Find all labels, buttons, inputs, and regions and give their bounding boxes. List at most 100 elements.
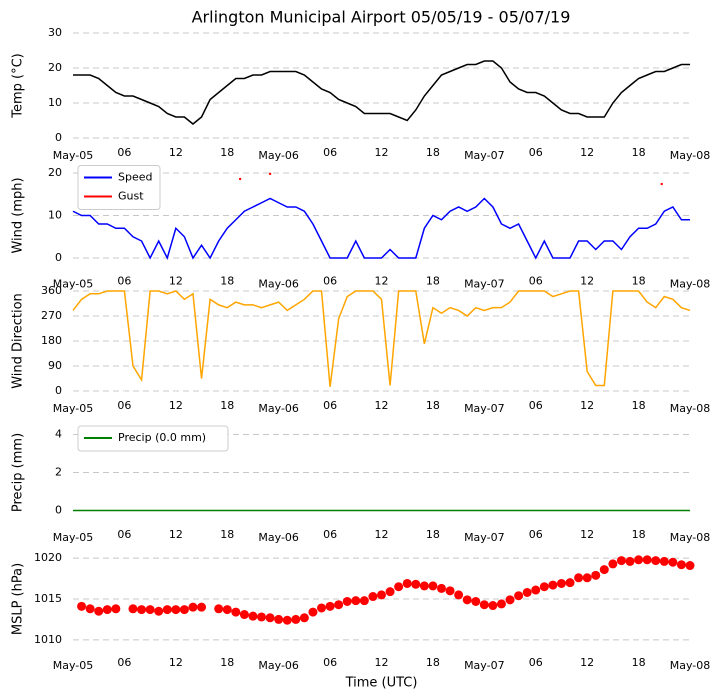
x-tick-label: May-05	[53, 659, 94, 672]
x-tick-label: 06	[323, 146, 337, 159]
data-dot	[634, 555, 644, 565]
y-tick-label: 0	[55, 504, 62, 517]
data-dot	[222, 605, 232, 615]
x-tick-label: May-08	[670, 402, 711, 415]
x-tick-label: 06	[529, 528, 543, 541]
data-dot	[102, 605, 112, 615]
x-tick-label: 18	[426, 656, 440, 669]
x-tick-label: 06	[529, 275, 543, 288]
x-axis-label: Time (UTC)	[345, 676, 418, 691]
x-tick-label: 06	[323, 275, 337, 288]
x-tick-label: May-08	[670, 278, 711, 291]
x-tick-label: 06	[117, 275, 131, 288]
x-tick-label: May-05	[53, 402, 94, 415]
data-dot	[154, 606, 164, 616]
data-dot	[599, 565, 609, 575]
data-point	[268, 172, 272, 176]
data-dot	[685, 561, 695, 571]
data-dot	[377, 590, 386, 600]
x-tick-label: 12	[375, 275, 389, 288]
data-dot	[488, 601, 498, 611]
y-axis-label: MSLP (hPa)	[11, 563, 26, 635]
y-tick-label: 1015	[34, 592, 62, 605]
data-dot	[317, 603, 327, 613]
y-tick-label: 0	[55, 131, 62, 144]
y-tick-label: 0	[55, 251, 62, 264]
x-tick-label: May-07	[464, 149, 505, 162]
y-tick-label: 180	[41, 334, 62, 347]
data-dot	[137, 605, 147, 615]
y-tick-label: 90	[48, 359, 62, 372]
x-tick-label: May-06	[258, 531, 299, 544]
x-tick-label: 06	[323, 528, 337, 541]
data-dot	[248, 611, 258, 621]
x-tick-label: 12	[580, 656, 594, 669]
x-tick-label: May-07	[464, 659, 505, 672]
x-tick-label: 18	[632, 528, 646, 541]
x-tick-label: 06	[529, 656, 543, 669]
data-dot	[651, 556, 661, 566]
y-tick-label: 10	[48, 209, 62, 222]
x-tick-label: May-05	[53, 149, 94, 162]
data-dot	[274, 614, 284, 624]
x-tick-label: 18	[426, 528, 440, 541]
data-dot	[505, 595, 515, 605]
x-tick-label: May-06	[258, 149, 299, 162]
x-tick-label: 18	[632, 275, 646, 288]
x-tick-label: May-06	[258, 278, 299, 291]
x-tick-label: 06	[117, 399, 131, 412]
data-dot	[565, 578, 575, 588]
x-tick-label: 18	[632, 146, 646, 159]
chart-title: Arlington Municipal Airport 05/05/19 - 0…	[192, 8, 571, 27]
data-dot	[394, 582, 404, 592]
data-dot	[616, 556, 626, 566]
x-tick-label: 12	[375, 146, 389, 159]
legend: Precip (0.0 mm)	[77, 425, 229, 452]
x-tick-label: 18	[426, 275, 440, 288]
data-dot	[77, 601, 87, 611]
data-line	[72, 290, 691, 387]
x-tick-label: 12	[169, 656, 183, 669]
y-tick-label: 270	[41, 309, 62, 322]
data-dot	[436, 583, 446, 593]
data-line	[73, 60, 690, 125]
y-tick-label: 360	[41, 284, 62, 297]
y-axis-label: Wind Direction	[11, 293, 26, 389]
data-point	[660, 182, 663, 186]
x-tick-label: 12	[580, 399, 594, 412]
data-dot	[368, 592, 378, 602]
x-tick-label: 18	[632, 656, 646, 669]
data-dot	[479, 600, 489, 610]
data-dot	[419, 581, 429, 591]
data-dot	[411, 579, 421, 589]
y-axis-label: Temp (°C)	[11, 53, 26, 119]
x-tick-label: 12	[169, 399, 183, 412]
x-tick-label: 12	[169, 528, 183, 541]
x-tick-label: May-07	[464, 402, 505, 415]
data-dot	[257, 612, 267, 622]
x-tick-label: 06	[323, 656, 337, 669]
x-tick-label: 18	[426, 399, 440, 412]
data-dot	[188, 602, 198, 612]
x-tick-label: 12	[580, 528, 594, 541]
y-tick-label: 1020	[34, 551, 62, 564]
x-tick-label: May-06	[258, 659, 299, 672]
data-dot	[308, 607, 318, 617]
data-dot	[402, 578, 412, 588]
x-tick-label: May-06	[258, 402, 299, 415]
y-tick-label: 30	[48, 26, 62, 39]
x-tick-label: 06	[117, 528, 131, 541]
legend-label: Speed	[118, 171, 152, 184]
data-dot	[548, 580, 558, 590]
x-tick-label: 18	[220, 275, 234, 288]
x-tick-label: 06	[529, 399, 543, 412]
y-tick-label: 1010	[34, 633, 62, 646]
data-dot	[531, 585, 541, 595]
data-dot	[514, 591, 524, 601]
data-dot	[445, 586, 455, 596]
x-tick-label: 12	[580, 146, 594, 159]
data-dot	[162, 605, 172, 615]
data-dot	[462, 595, 472, 605]
x-tick-label: May-05	[53, 278, 94, 291]
